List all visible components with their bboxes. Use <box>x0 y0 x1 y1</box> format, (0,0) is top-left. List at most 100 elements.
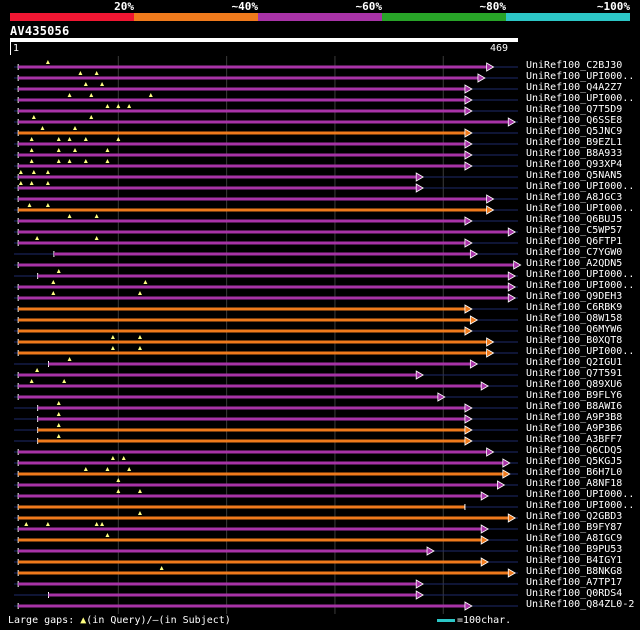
hit-bar[interactable] <box>18 219 465 223</box>
hit-label[interactable]: UniRef100_Q2GBD3 <box>526 511 623 522</box>
hit-label[interactable]: UniRef100_Q6MYW6 <box>526 324 623 335</box>
hit-row[interactable] <box>14 291 518 303</box>
hit-row[interactable] <box>14 82 518 94</box>
hit-label[interactable]: UniRef100_UPI000.. <box>526 203 635 214</box>
hit-label[interactable]: UniRef100_UPI000.. <box>526 280 635 291</box>
hit-row[interactable] <box>14 280 518 292</box>
hit-label[interactable]: UniRef100_UPI000.. <box>526 500 635 511</box>
hit-bar[interactable] <box>18 109 465 113</box>
hit-label[interactable]: UniRef100_A3BFF7 <box>526 434 623 445</box>
hit-bar[interactable] <box>37 439 465 443</box>
hit-label[interactable]: UniRef100_C6RBK9 <box>526 302 623 313</box>
hit-label[interactable]: UniRef100_B9FLY6 <box>526 390 623 401</box>
hit-bar[interactable] <box>37 417 465 421</box>
hit-label[interactable]: UniRef100_A8JGC3 <box>526 192 623 203</box>
hit-row[interactable] <box>14 590 518 600</box>
hit-label[interactable]: UniRef100_Q6BUJ5 <box>526 214 623 225</box>
hit-row[interactable] <box>14 533 518 545</box>
hit-bar[interactable] <box>18 538 482 542</box>
hit-label[interactable]: UniRef100_Q84ZL0-2 <box>526 599 635 610</box>
hit-row[interactable] <box>14 214 518 226</box>
hit-row[interactable] <box>14 557 518 567</box>
hit-bar[interactable] <box>18 241 465 245</box>
hit-row[interactable] <box>14 236 518 248</box>
hit-label[interactable]: UniRef100_UPI000.. <box>526 489 635 500</box>
hit-row[interactable] <box>14 511 518 523</box>
hit-row[interactable] <box>14 203 518 215</box>
hit-bar[interactable] <box>18 329 465 333</box>
hit-bar[interactable] <box>18 131 465 135</box>
hit-row[interactable] <box>14 478 518 490</box>
hit-label[interactable]: UniRef100_Q93XP4 <box>526 159 623 170</box>
hit-bar[interactable] <box>48 593 417 597</box>
hit-label[interactable]: UniRef100_C2BJ30 <box>526 60 623 71</box>
hit-label[interactable]: UniRef100_B8NKG8 <box>526 566 623 577</box>
hit-row[interactable] <box>14 412 518 424</box>
hit-bar[interactable] <box>18 87 465 91</box>
hit-row[interactable] <box>14 315 518 325</box>
hit-label[interactable]: UniRef100_Q2IGU1 <box>526 357 623 368</box>
hit-bar[interactable] <box>18 483 498 487</box>
hit-label[interactable]: UniRef100_Q6FTP1 <box>526 236 623 247</box>
hit-label[interactable]: UniRef100_UPI000.. <box>526 71 635 82</box>
hit-row[interactable] <box>14 467 518 479</box>
hit-label[interactable]: UniRef100_B9EZL1 <box>526 137 623 148</box>
hit-row[interactable] <box>14 346 518 358</box>
hit-bar[interactable] <box>18 450 487 454</box>
hit-label[interactable]: UniRef100_UPI000.. <box>526 269 635 280</box>
hit-bar[interactable] <box>18 120 509 124</box>
hit-row[interactable] <box>14 392 518 402</box>
hit-label[interactable]: UniRef100_B8AWI6 <box>526 401 623 412</box>
hit-row[interactable] <box>14 579 518 589</box>
hit-label[interactable]: UniRef100_B8A933 <box>526 148 623 159</box>
hit-label[interactable]: UniRef100_A8NF18 <box>526 478 623 489</box>
hit-row[interactable] <box>14 126 518 138</box>
hit-bar[interactable] <box>18 153 465 157</box>
hit-row[interactable] <box>14 104 518 116</box>
hit-row[interactable] <box>14 304 518 314</box>
hit-bar[interactable] <box>18 76 478 80</box>
hit-bar[interactable] <box>18 307 465 311</box>
hit-label[interactable]: UniRef100_A8IGC9 <box>526 533 623 544</box>
hit-row[interactable] <box>14 546 518 556</box>
hit-row[interactable] <box>14 181 518 193</box>
hit-bar[interactable] <box>18 472 503 476</box>
hit-row[interactable] <box>14 489 518 501</box>
hit-row[interactable] <box>14 269 518 281</box>
hit-bar[interactable] <box>18 571 509 575</box>
hit-row[interactable] <box>14 423 518 435</box>
hit-row[interactable] <box>14 170 518 182</box>
hit-bar[interactable] <box>18 98 465 102</box>
hit-row[interactable] <box>14 71 518 83</box>
hit-label[interactable]: UniRef100_Q4A2Z7 <box>526 82 623 93</box>
hit-bar[interactable] <box>18 560 482 564</box>
hit-label[interactable]: UniRef100_Q5NAN5 <box>526 170 623 181</box>
hit-label[interactable]: UniRef100_Q5JNC9 <box>526 126 623 137</box>
hit-row[interactable] <box>14 456 518 468</box>
hit-bar[interactable] <box>37 406 465 410</box>
hit-bar[interactable] <box>37 274 509 278</box>
hit-row[interactable] <box>14 522 518 534</box>
hit-label[interactable]: UniRef100_B0XQT8 <box>526 335 623 346</box>
hit-bar[interactable] <box>18 175 417 179</box>
hit-bar[interactable] <box>18 384 482 388</box>
hit-row[interactable] <box>14 137 518 149</box>
hit-bar[interactable] <box>18 373 417 377</box>
hit-label[interactable]: UniRef100_Q7T591 <box>526 368 623 379</box>
hit-label[interactable]: UniRef100_A7TP17 <box>526 577 623 588</box>
hit-bar[interactable] <box>18 230 509 234</box>
hit-label[interactable]: UniRef100_B6H7L0 <box>526 467 623 478</box>
hit-row[interactable] <box>14 434 518 446</box>
hit-bar[interactable] <box>18 197 487 201</box>
hit-label[interactable]: UniRef100_Q5KGJ5 <box>526 456 623 467</box>
hit-label[interactable]: UniRef100_UPI000.. <box>526 93 635 104</box>
hit-bar[interactable] <box>18 604 465 608</box>
hit-bar[interactable] <box>18 395 438 399</box>
hit-label[interactable]: UniRef100_B4IGY1 <box>526 555 623 566</box>
hit-bar[interactable] <box>53 252 471 256</box>
hit-row[interactable] <box>14 379 518 391</box>
hit-label[interactable]: UniRef100_B9FY87 <box>526 522 623 533</box>
hit-label[interactable]: UniRef100_A2QDN5 <box>526 258 623 269</box>
hit-bar[interactable] <box>48 362 471 366</box>
hit-bar[interactable] <box>18 65 487 69</box>
